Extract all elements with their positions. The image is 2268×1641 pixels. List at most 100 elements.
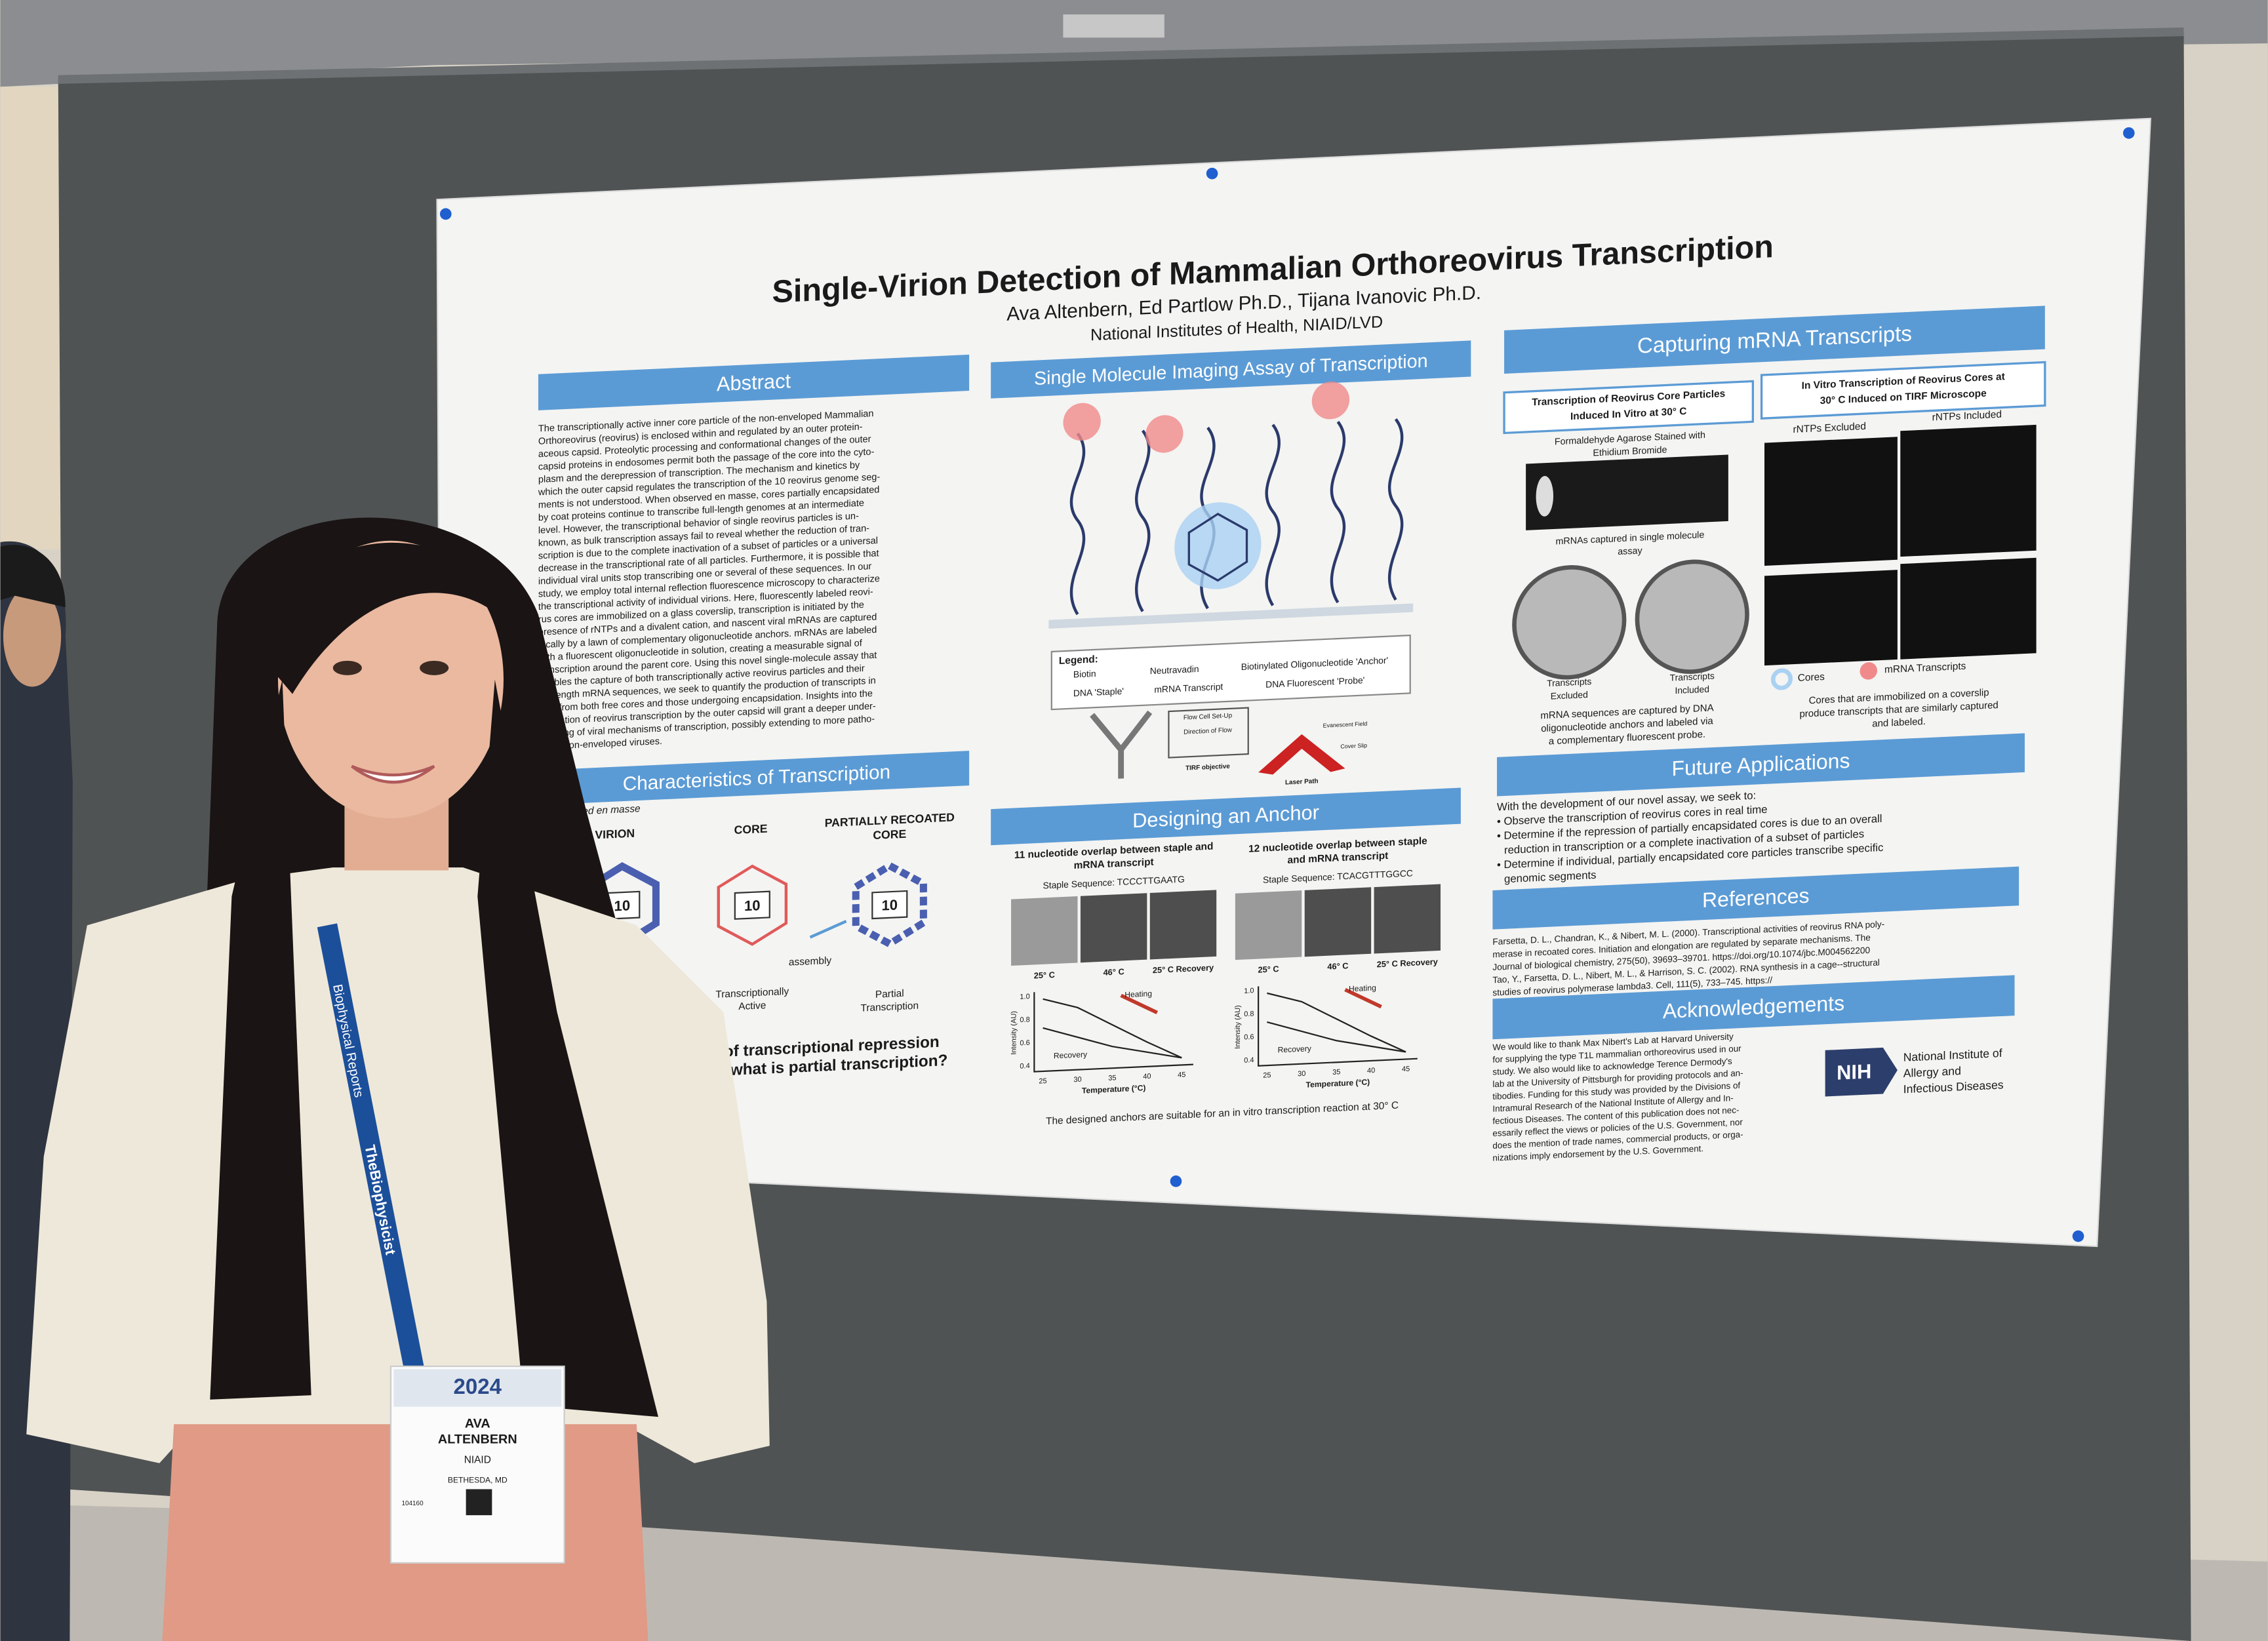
label: mRNA Transcript	[1154, 681, 1223, 695]
heating-curve	[1267, 992, 1406, 1053]
legend-mrna	[1860, 662, 1878, 680]
subheader-box	[1760, 361, 2046, 420]
label: Transcripts	[1670, 670, 1715, 682]
label: 25	[1039, 1077, 1046, 1086]
label: Biotin	[1073, 668, 1096, 680]
label: Allergy and	[1903, 1064, 1961, 1080]
badge-banner	[393, 1369, 562, 1407]
label: mRNA Transcripts	[1884, 661, 1966, 676]
nih-logo	[1825, 1047, 1898, 1097]
label: 1.0	[1020, 993, 1029, 1001]
label: NIH	[1837, 1059, 1871, 1084]
probe-glow	[1311, 382, 1350, 420]
label: 40	[1143, 1073, 1151, 1081]
gel-image	[1526, 454, 1728, 530]
label: 46° C	[1104, 966, 1124, 977]
label: 25° C Recovery	[1377, 957, 1439, 969]
label: assay	[1618, 545, 1642, 557]
micrograph	[1304, 887, 1372, 957]
label: Cores	[1798, 671, 1825, 684]
label: Direction of Flow	[1184, 726, 1233, 736]
label: AVA	[465, 1416, 490, 1431]
micrograph	[1149, 890, 1217, 960]
flow-cell	[1168, 707, 1249, 759]
graph-axes	[1033, 992, 1193, 1073]
genome-box	[734, 890, 770, 920]
legend-box	[1050, 634, 1411, 711]
label: CORE	[873, 827, 906, 842]
label: Transcripts	[1547, 676, 1591, 688]
label: BETHESDA, MD	[448, 1475, 507, 1484]
label: DNA Fluorescent 'Probe'	[1265, 675, 1364, 690]
smile	[351, 764, 435, 784]
label: Transcriptionally	[715, 986, 789, 1000]
label: Heating	[1349, 983, 1376, 994]
section-header	[1492, 975, 2015, 1040]
label: 25	[1263, 1071, 1271, 1080]
label: Intensity (AU)	[1234, 1005, 1242, 1049]
section-heading: References	[1702, 884, 1809, 912]
label: Included	[1675, 684, 1709, 696]
label: Cover Slip	[1340, 742, 1367, 750]
label: 35	[1108, 1074, 1116, 1082]
label: 2024	[454, 1375, 502, 1399]
label: Laser Path	[1285, 778, 1319, 786]
push-pin	[439, 208, 452, 220]
section-heading: Abstract	[717, 369, 791, 395]
dish-image	[1635, 559, 1749, 674]
mrna-strand	[1134, 429, 1151, 612]
label: 104160	[402, 1500, 424, 1507]
microscope-image	[1900, 424, 2037, 557]
label: 30	[1073, 1076, 1081, 1084]
label: 0.8	[1244, 1010, 1254, 1019]
graph-axes	[1258, 986, 1418, 1067]
label: assembly	[789, 955, 831, 968]
label: rNTPs Included	[1932, 409, 2002, 424]
legend-core	[1770, 668, 1793, 690]
lanyard	[317, 923, 424, 1370]
label: and labeled.	[1872, 716, 1926, 730]
mrna-strand	[1265, 424, 1281, 606]
microscope-image	[1764, 570, 1898, 666]
label: Flow Cell Set-Up	[1184, 712, 1233, 721]
label: 10	[744, 897, 761, 914]
coverslip	[1048, 603, 1414, 629]
label: 0.8	[1020, 1016, 1029, 1024]
mrna-strand	[1330, 420, 1346, 604]
recovery-curve	[1043, 1027, 1182, 1059]
arrow	[809, 920, 847, 939]
hair-left	[210, 679, 311, 1400]
section-header	[1497, 733, 2025, 797]
gel-band	[1536, 476, 1554, 517]
bystander-face	[3, 585, 62, 687]
push-pin	[1170, 1175, 1182, 1187]
push-pin	[2122, 127, 2135, 139]
label: ALTENBERN	[438, 1433, 517, 1447]
mrna-strand	[1069, 432, 1086, 616]
section-header	[1492, 866, 2019, 930]
label: 10	[882, 897, 898, 914]
laser-path	[1258, 734, 1345, 775]
micrograph	[1011, 896, 1078, 966]
label: Intensity (AU)	[1010, 1011, 1018, 1055]
label: Heating	[1124, 989, 1152, 999]
label: Recovery	[1054, 1050, 1088, 1060]
mrna-strand	[1387, 418, 1404, 601]
label: Temperature (°C)	[1082, 1083, 1146, 1095]
qr-code	[466, 1489, 492, 1516]
label: 1.0	[1244, 987, 1254, 995]
microscope-image	[1764, 437, 1898, 566]
label: VIRION	[595, 827, 635, 842]
micrograph	[1374, 884, 1441, 954]
hair-bangs	[268, 542, 524, 694]
label: 35	[1332, 1068, 1340, 1077]
probe-glow	[1145, 415, 1184, 453]
label: Temperature (°C)	[1306, 1077, 1370, 1089]
section-header	[538, 354, 970, 410]
label: and mRNA transcript	[1288, 850, 1389, 866]
label: 0.4	[1244, 1056, 1254, 1065]
label: NIAID	[464, 1454, 491, 1465]
ceiling-truss	[0, 0, 2268, 87]
section-header	[1504, 306, 2045, 374]
